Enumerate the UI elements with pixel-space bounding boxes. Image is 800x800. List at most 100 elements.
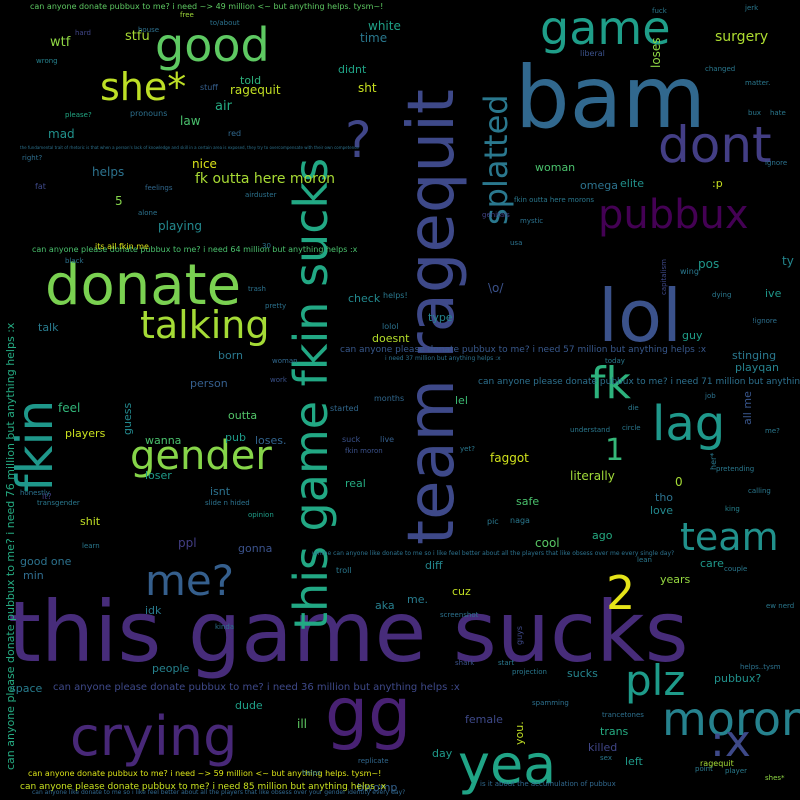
word-2: 2	[606, 566, 636, 620]
word-care: care	[700, 557, 724, 570]
word-stfu: stfu	[125, 29, 150, 44]
phrase-donate-57: can anyone please donate pubbux to me? i…	[340, 345, 707, 355]
word-pos: pos	[698, 257, 720, 271]
word-question-mark: ?	[345, 111, 372, 169]
word-start: start	[498, 659, 515, 667]
word-playing: playing	[158, 219, 202, 233]
word-ppl: ppl	[178, 536, 197, 550]
word-yet: yet?	[460, 445, 475, 453]
word-bux: bux	[748, 109, 762, 117]
word-job: job	[705, 392, 716, 400]
word-airduster: airduster	[245, 191, 277, 199]
word-dont: dont	[658, 116, 772, 174]
word-fkin-moron: fkin moron	[345, 447, 383, 455]
word-started: started	[330, 404, 359, 413]
word-she: she*	[100, 65, 187, 109]
phrase-donate-71: can anyone please donate pubbux to me? i…	[478, 377, 800, 387]
word-5: 5	[115, 194, 123, 208]
word-gender: gender	[130, 433, 272, 479]
word-fk-outta-here-moron: fk outta here moron	[195, 171, 336, 187]
word-extra: ragequit	[700, 759, 734, 768]
word-dude: dude	[235, 699, 263, 712]
word-space: space	[10, 682, 43, 695]
word-lol: lol	[598, 274, 683, 358]
word-crying: crying	[70, 705, 238, 768]
phrase-fkin-outta-here: fkin outta here morons	[514, 196, 595, 204]
word-transgender: transgender	[37, 499, 80, 507]
word-team-small: team	[680, 515, 779, 559]
word-doesnt: doesnt	[372, 332, 410, 345]
word-wrong: wrong	[36, 57, 58, 65]
word-please: please?	[65, 111, 92, 119]
word-gonna: gonna	[238, 542, 273, 555]
word-ty: ty	[782, 254, 794, 268]
word-matter: matter.	[745, 79, 771, 87]
word-die: die	[628, 404, 639, 412]
word-aka: aka	[375, 599, 395, 612]
word-pretending: pretending	[716, 465, 755, 473]
word-calling: calling	[748, 487, 771, 495]
word-shark: shark	[455, 659, 475, 667]
phrase-its-all-fkin-me: its all fkin me	[95, 242, 149, 251]
word-shit: shit	[80, 515, 101, 528]
word-hate: hate	[770, 109, 786, 117]
word-trancetones: trancetones	[602, 711, 644, 719]
word-bam: bam	[515, 48, 707, 148]
word-screenshot: screenshot	[440, 611, 479, 619]
word-helps-bang: helps!	[383, 291, 408, 300]
word-kinda: kinda	[215, 623, 235, 631]
word-trans: trans	[600, 725, 629, 738]
word-fkin: fkin	[6, 399, 64, 492]
word-talk: talk	[38, 321, 59, 334]
word-ignore-cmd: !ignore	[752, 317, 777, 325]
word-me-dot: me.	[407, 593, 428, 606]
word-ignore: ignore	[765, 159, 788, 167]
word-faggot: faggot	[490, 451, 529, 465]
word-killed: killed	[588, 741, 618, 754]
word-x-face: :x	[710, 716, 751, 767]
word-wtf: wtf	[50, 35, 71, 50]
word-understand: understand	[570, 426, 611, 434]
phrase-umme-donate: umme can anyone like donate to me so i l…	[312, 550, 675, 557]
word-genitals: genitals	[482, 211, 510, 219]
word-0: 0	[675, 475, 683, 489]
word-ago: ago	[592, 529, 613, 542]
word-troll: troll	[336, 566, 352, 575]
phrase-donate-49: can anyone donate pubbux to me? i need ~…	[30, 2, 384, 11]
word-black: black	[65, 257, 84, 265]
word-elite: elite	[620, 177, 644, 190]
word-loser: loser	[145, 469, 172, 482]
word-left: left	[625, 755, 643, 768]
word-mystic: mystic	[520, 217, 544, 225]
word-guys: guys	[515, 625, 524, 645]
word-pretty: pretty	[265, 302, 287, 310]
word-right: right?	[22, 154, 43, 162]
word-wanna: wanna	[145, 434, 182, 447]
word-dying: dying	[712, 291, 732, 299]
word-me-tiny: me?	[765, 427, 780, 435]
word-person: person	[190, 377, 228, 390]
word-cuz: cuz	[452, 585, 471, 598]
phrase-rhetoric: the fundamental trait of rhetoric is tha…	[20, 145, 359, 150]
word-point: point	[695, 765, 713, 773]
word-guy: guy	[682, 329, 703, 342]
word-spamming: spamming	[532, 699, 569, 707]
word-tho: tho	[655, 491, 674, 504]
word-stuff: stuff	[200, 83, 218, 92]
word-players: players	[65, 427, 106, 440]
word-literally: literally	[570, 469, 615, 483]
word-lolol: lolol	[382, 322, 399, 331]
word-ive: ive	[765, 287, 782, 300]
word-stinging: stinging	[732, 349, 777, 362]
word-ew-nerd: ew nerd	[766, 602, 795, 610]
word-work: work	[270, 376, 287, 384]
word-player: player	[725, 767, 748, 775]
word-loses-dot: loses.	[255, 434, 287, 447]
word-lean: lean	[637, 556, 652, 564]
word-fuck: fuck	[652, 7, 667, 15]
word-playqan: playqan	[735, 361, 779, 374]
word-donate: donate	[45, 253, 242, 318]
word-omega: omega	[580, 179, 618, 192]
word-outta: outta	[228, 409, 258, 422]
word-lag: lag	[652, 396, 726, 452]
